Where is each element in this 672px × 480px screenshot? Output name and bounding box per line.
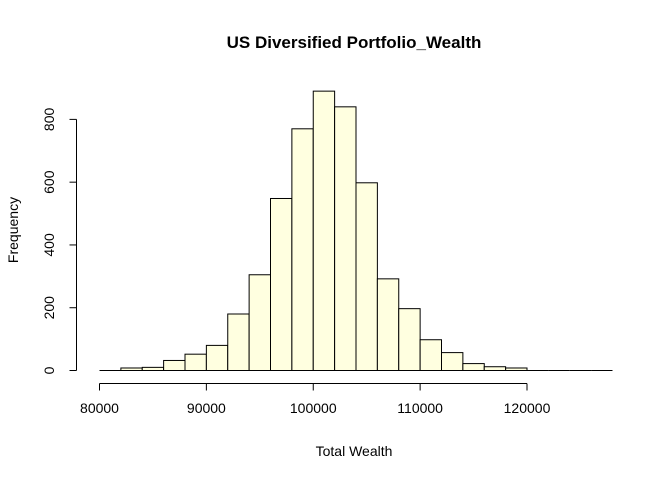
histogram-bar-15 bbox=[419, 339, 442, 372]
bars-group bbox=[99, 90, 613, 372]
histogram-bar-19 bbox=[505, 367, 528, 372]
histogram-bar-2 bbox=[141, 366, 165, 372]
histogram-bar-1 bbox=[120, 367, 143, 372]
histogram-bar-3 bbox=[163, 359, 186, 372]
y-tick-label: 0 bbox=[41, 366, 57, 374]
histogram-bar-14 bbox=[398, 308, 421, 371]
histogram-bar-10 bbox=[312, 90, 336, 371]
x-tick-label: 100000 bbox=[290, 400, 337, 416]
y-axis: 0 200 400 600 800 bbox=[41, 107, 77, 374]
histogram-bar-18 bbox=[483, 366, 507, 372]
x-axis: 80000 90000 100000 110000 120000 bbox=[80, 383, 551, 416]
histogram-bar-9 bbox=[291, 128, 314, 371]
histogram-bar-17 bbox=[462, 363, 485, 372]
histogram-bar-12 bbox=[355, 182, 378, 371]
histogram-bar-7 bbox=[248, 274, 271, 371]
x-axis-label: Total Wealth bbox=[316, 443, 393, 459]
histogram-bar-5 bbox=[205, 344, 229, 371]
histogram-bar-8 bbox=[270, 197, 293, 371]
chart-title: US Diversified Portfolio_Wealth bbox=[227, 33, 482, 52]
histogram-bar-6 bbox=[227, 313, 250, 371]
y-tick-label: 200 bbox=[41, 296, 57, 320]
histogram-bar-16 bbox=[441, 352, 464, 372]
y-tick-label: 600 bbox=[41, 170, 57, 194]
histogram-bar-13 bbox=[376, 278, 400, 372]
y-axis-label: Frequency bbox=[5, 197, 21, 263]
y-tick-label: 400 bbox=[41, 233, 57, 257]
x-tick-label: 120000 bbox=[504, 400, 551, 416]
y-tick-label: 800 bbox=[41, 107, 57, 131]
x-tick-label: 90000 bbox=[187, 400, 226, 416]
x-tick-label: 110000 bbox=[397, 400, 443, 416]
histogram-bar-4 bbox=[184, 353, 207, 371]
x-tick-label: 80000 bbox=[80, 400, 119, 416]
histogram-bar-11 bbox=[334, 106, 357, 371]
